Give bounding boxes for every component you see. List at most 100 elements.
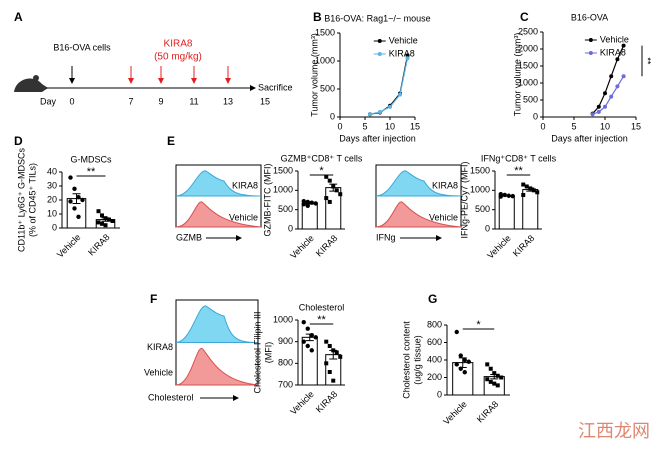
data-point	[301, 339, 306, 344]
y-tick-label: 2500	[518, 26, 538, 36]
y-tick-label: 0	[330, 111, 335, 121]
histogram-kira8	[375, 170, 462, 197]
error-bar	[72, 193, 81, 204]
series-point	[596, 104, 601, 109]
data-point	[305, 343, 310, 349]
data-point	[466, 359, 471, 364]
y-tick-label: 800	[427, 319, 442, 329]
data-point	[305, 199, 310, 205]
histogram-axis-label: IFNg	[376, 232, 396, 242]
data-point	[327, 178, 332, 183]
y-tick-label: 1000	[470, 185, 490, 195]
data-point	[301, 198, 306, 204]
y-tick-label: 1000	[273, 185, 293, 195]
data-point	[96, 220, 101, 225]
data-point	[324, 339, 329, 344]
data-point	[305, 203, 310, 208]
series-point	[609, 74, 614, 79]
series-point	[596, 109, 601, 114]
y-tick-label: 0	[485, 223, 490, 233]
x-tick-label: 5	[362, 121, 367, 131]
histogram-label: KIRA8	[147, 342, 173, 352]
y-tick-label: 0	[52, 222, 57, 232]
data-point	[458, 353, 463, 358]
y-axis-label: IFNg-PE/Cy7 (MFI)	[459, 161, 469, 238]
day-label: 11	[189, 96, 198, 106]
day-label: 0	[69, 96, 74, 106]
x-tick-label: KIRA8	[475, 399, 500, 424]
legend-label: Vehicle	[600, 34, 629, 44]
data-point	[506, 193, 511, 198]
y-tick-label: 10	[47, 208, 57, 218]
histogram-label: Vehicle	[229, 212, 258, 222]
data-point	[498, 194, 503, 199]
histogram-kira8	[175, 170, 262, 197]
data-point	[324, 361, 329, 366]
data-point	[499, 375, 504, 380]
series-point	[615, 57, 620, 62]
data-point	[331, 184, 336, 189]
data-point	[309, 332, 314, 338]
data-point	[338, 354, 343, 359]
mouse-ear	[33, 75, 39, 81]
chart-title: G-MDSCs	[71, 154, 112, 164]
data-point	[502, 192, 507, 198]
data-point	[107, 217, 111, 222]
data-point	[301, 319, 306, 325]
x-tick-label: 5	[571, 121, 576, 131]
x-tick-label: KIRA8	[314, 389, 339, 414]
x-tick-label: Vehicle	[288, 233, 316, 261]
data-point	[488, 379, 493, 384]
histogram-label: KIRA8	[432, 180, 458, 190]
legend-dot	[377, 52, 382, 56]
y-tick-label: 0	[437, 389, 442, 399]
y-tick-label: 900	[278, 336, 293, 346]
data-point	[488, 366, 493, 371]
y-tick-label: 1000	[315, 55, 335, 65]
histogram-vehicle	[175, 347, 259, 386]
data-point	[485, 377, 490, 382]
legend-dot	[588, 51, 593, 55]
day-label: 13	[223, 96, 233, 106]
x-tick-label: 10	[600, 121, 610, 131]
series-point	[405, 53, 410, 58]
series-point	[621, 74, 626, 79]
y-tick-label: 0	[533, 111, 538, 121]
series-point	[398, 92, 402, 97]
data-point	[334, 188, 339, 193]
data-point	[76, 214, 81, 219]
legend-dot	[588, 38, 593, 42]
data-point	[327, 199, 332, 204]
data-point	[528, 186, 533, 191]
y-tick-label: 500	[475, 204, 490, 214]
significance: *	[319, 165, 324, 177]
watermark: 江西龙网	[578, 421, 650, 441]
data-point	[458, 366, 463, 371]
data-point	[510, 193, 515, 199]
significance: **	[643, 57, 653, 65]
x-tick-label: KIRA8	[511, 233, 536, 258]
x-axis-label: Days after injection	[551, 133, 628, 143]
data-point	[72, 186, 77, 191]
legend-dot	[377, 39, 382, 43]
y-tick-label: 1000	[273, 314, 293, 324]
histogram-kira8	[175, 305, 259, 343]
dose-label: (50 mg/kg)	[154, 52, 202, 63]
x-tick-label: KIRA8	[86, 232, 111, 257]
y-axis-label: Tumor volume (mm³)	[309, 33, 319, 117]
y-tick-label: 1500	[315, 27, 335, 37]
histogram-axis-label: Cholesterol	[148, 392, 194, 402]
data-point	[103, 216, 108, 221]
y-axis-label: Cholesterol-Filipin III	[252, 311, 262, 393]
y-axis-label: GZMB-FITC (MFI)	[262, 164, 272, 237]
data-point	[462, 357, 467, 363]
histogram-label: Vehicle	[144, 367, 173, 377]
y-tick-label: 500	[320, 83, 335, 93]
x-tick-label: 0	[337, 121, 342, 131]
bar	[498, 195, 515, 230]
data-point	[331, 378, 336, 383]
panel-label: G	[428, 292, 437, 306]
x-tick-label: 15	[410, 121, 420, 131]
panel-label: B	[313, 10, 322, 24]
y-tick-label: 20	[47, 194, 57, 204]
